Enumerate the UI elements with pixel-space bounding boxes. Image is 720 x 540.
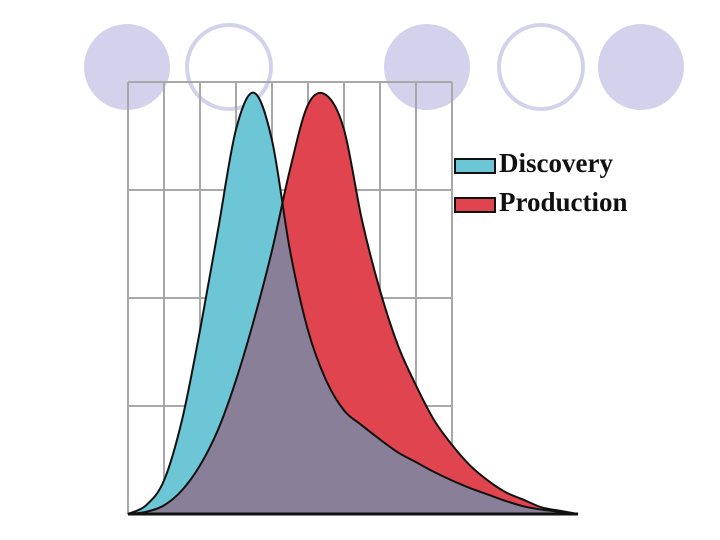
circle: [598, 24, 684, 110]
circle: [497, 23, 585, 111]
legend-swatch: [454, 158, 496, 174]
legend-label: Production: [499, 187, 628, 217]
legend-swatch: [454, 197, 496, 213]
decor-circles: [84, 23, 684, 111]
plot: Discovery Production: [127, 81, 628, 516]
circle: [384, 24, 470, 110]
legend: Discovery Production: [454, 148, 628, 217]
legend-label: Discovery: [499, 148, 613, 178]
circle: [185, 23, 273, 111]
area-outline: [127, 91, 579, 515]
circle: [84, 24, 170, 110]
area-outline: [127, 91, 579, 515]
